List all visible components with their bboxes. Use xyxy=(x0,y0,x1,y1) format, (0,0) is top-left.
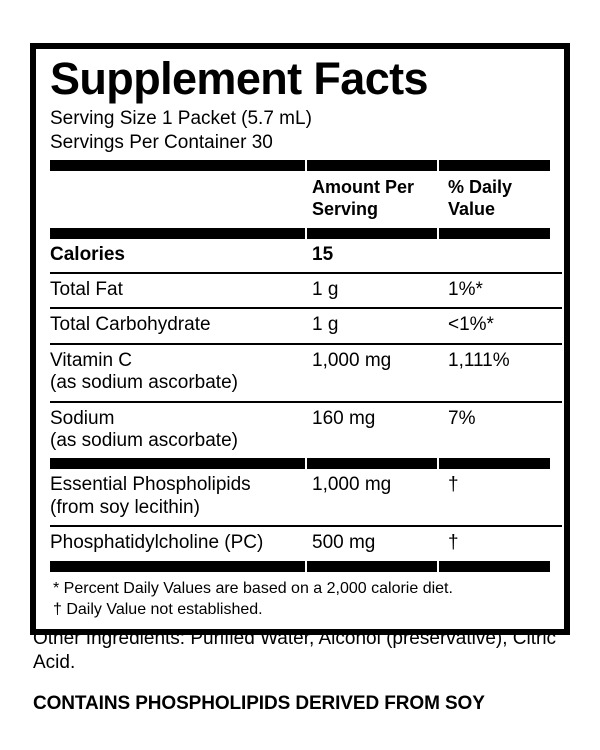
nutrient-daily-value-cell: 1,111% xyxy=(448,342,562,402)
rule-segment xyxy=(439,227,550,239)
servings-per-container-text: Servings Per Container 30 xyxy=(50,131,273,153)
rule-segment xyxy=(50,160,305,172)
rule-segment xyxy=(50,227,305,239)
nutrient-name: Calories xyxy=(50,243,125,265)
nutrition-table-main: Calories 15 Total Fat 1 g 1%* Total Carbohydr… xyxy=(50,239,562,459)
rule-gap xyxy=(437,458,440,470)
table-row: Phosphatidylcholine (PC) 500 mg † xyxy=(50,525,562,561)
header-dv-line1: % Daily xyxy=(448,177,513,198)
rule-segment xyxy=(439,560,550,572)
rule-gap xyxy=(304,560,307,572)
nutrient-amount-cell: 1,000 mg xyxy=(312,474,392,496)
contains-soy-statement: CONTAINS PHOSPHOLIPIDS DERIVED FROM SOY xyxy=(33,693,485,714)
nutrient-name: Total Carbohydrate xyxy=(50,314,211,336)
rule-gap xyxy=(437,160,440,172)
table-row: Essential Phospholipids (from soy lecithi… xyxy=(50,469,562,526)
panel-inner: Supplement Facts Serving Size 1 Packet (… xyxy=(36,56,564,629)
nutrient-name-cell: Essential Phospholipids (from soy lecithi… xyxy=(50,469,312,526)
nutrition-table-phospholipids: Essential Phospholipids (from soy lecithi… xyxy=(50,469,562,561)
header-daily-value: % Daily Value xyxy=(448,171,562,227)
rule-gap xyxy=(304,160,307,172)
nutrient-name: Essential Phospholipids xyxy=(50,474,251,496)
nutrient-name-cell: Total Fat xyxy=(50,271,312,309)
nutrient-amount-cell: 15 xyxy=(312,243,334,265)
nutrient-amount-cell: 500 mg xyxy=(312,525,448,561)
rule-segment xyxy=(306,560,438,572)
nutrient-name-cell: Phosphatidylcholine (PC) xyxy=(50,525,312,561)
header-amount-line1: Amount Per xyxy=(312,177,415,198)
rule-above-footnotes xyxy=(50,560,550,572)
rule-segment xyxy=(439,458,550,470)
rule-gap xyxy=(304,458,307,470)
footnote-percent-daily-value: * Percent Daily Values are based on a 2,… xyxy=(53,579,453,597)
nutrient-name-cell: Vitamin C (as sodium ascorbate) xyxy=(50,342,312,402)
supplement-facts-panel: Supplement Facts Serving Size 1 Packet (… xyxy=(30,43,570,635)
header-dv-line2: Value xyxy=(448,198,496,219)
nutrient-name: Total Fat xyxy=(50,278,123,300)
rule-below-headers xyxy=(50,227,550,239)
rule-segment xyxy=(306,160,438,172)
nutrient-name: Sodium xyxy=(50,407,115,429)
header-cell-blank xyxy=(50,171,312,227)
rule-above-headers xyxy=(50,160,550,172)
rule-segment xyxy=(439,160,550,172)
rule-above-phospholipids xyxy=(50,458,550,470)
table-row: Total Carbohydrate 1 g <1%* xyxy=(50,307,562,344)
nutrient-daily-value-cell: † xyxy=(448,525,562,561)
footnote-dagger: † Daily Value not established. xyxy=(53,601,263,619)
nutrient-daily-value-cell: 7% xyxy=(448,400,562,459)
nutrient-amount-cell: 1,000 mg xyxy=(312,342,448,402)
nutrient-amount-cell: 1 g xyxy=(312,271,448,309)
table-header-row: Amount Per Serving % Daily Value xyxy=(50,171,562,227)
nutrient-name: Vitamin C xyxy=(50,349,133,371)
rule-segment xyxy=(50,560,305,572)
table-row: Sodium (as sodium ascorbate) 160 mg 7% xyxy=(50,400,562,459)
nutrient-daily-value-cell: † xyxy=(448,474,459,496)
rule-gap xyxy=(437,560,440,572)
nutrient-name-cell: Total Carbohydrate xyxy=(50,307,312,344)
nutrient-amount-cell: 160 mg xyxy=(312,400,448,459)
nutrient-amount-cell: 1 g xyxy=(312,307,448,344)
serving-size-text: Serving Size 1 Packet (5.7 mL) xyxy=(50,107,312,129)
nutrient-daily-value-cell: 1%* xyxy=(448,271,562,309)
rule-segment xyxy=(50,458,305,470)
nutrient-daily-value-cell: <1%* xyxy=(448,307,562,344)
header-amount-per-serving: Amount Per Serving xyxy=(312,171,448,227)
nutrient-name-cell: Sodium (as sodium ascorbate) xyxy=(50,400,312,459)
rule-gap xyxy=(437,227,440,239)
rule-gap xyxy=(304,227,307,239)
footnotes-block: * Percent Daily Values are based on a 2,… xyxy=(50,572,550,629)
table-row: Total Fat 1 g 1%* xyxy=(50,271,562,309)
table-row: Calories 15 xyxy=(50,239,562,273)
nutrient-name-cell: Calories xyxy=(50,239,312,273)
nutrient-source-note: (as sodium ascorbate) xyxy=(50,430,238,452)
rule-segment xyxy=(306,227,438,239)
nutrient-source-note: (as sodium ascorbate) xyxy=(50,372,238,394)
page-title: Supplement Facts xyxy=(50,53,429,104)
rule-segment xyxy=(306,458,438,470)
header-amount-line2: Serving xyxy=(312,198,379,219)
nutrition-table-top: Amount Per Serving % Daily Value xyxy=(50,171,562,227)
nutrient-source-note: (from soy lecithin) xyxy=(50,496,200,518)
nutrient-daily-value-cell xyxy=(448,239,562,273)
table-row: Vitamin C (as sodium ascorbate) 1,000 mg 1,… xyxy=(50,342,562,402)
nutrient-name: Phosphatidylcholine (PC) xyxy=(50,532,264,554)
other-ingredients-text: Other Ingredients: Purified Water, Alcoh… xyxy=(33,628,557,674)
